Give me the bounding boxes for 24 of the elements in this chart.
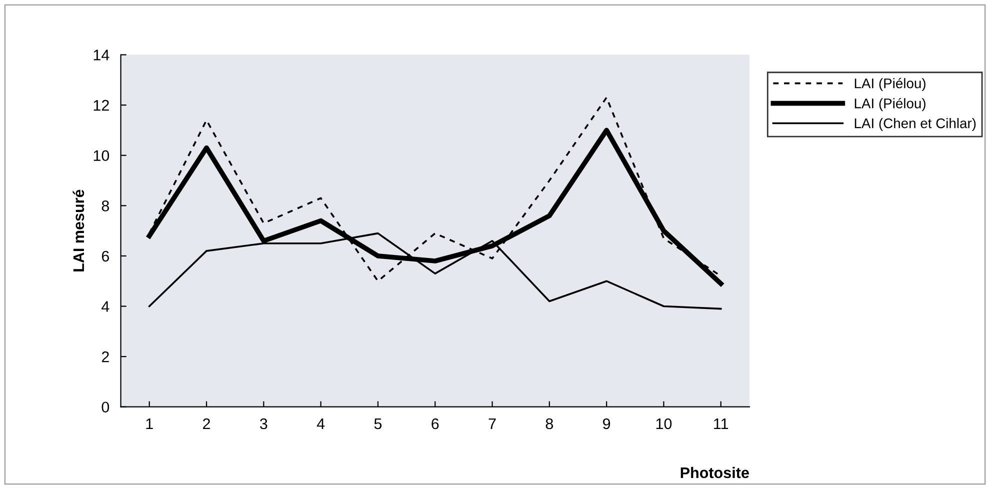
- x-tick-label: 11: [714, 418, 728, 430]
- y-tick-label: 8: [102, 200, 110, 212]
- x-axis-title: Photosite: [680, 466, 749, 478]
- y-tick-label: 2: [102, 351, 109, 362]
- y-axis-title: LAI mesuré: [72, 190, 84, 272]
- x-tick-label: 5: [374, 418, 382, 430]
- y-tick-label: 0: [102, 402, 110, 413]
- y-tick-label: 14: [94, 50, 110, 60]
- y-tick-label: 4: [102, 301, 110, 312]
- x-tick-label: 9: [603, 418, 610, 430]
- x-tick-label: 4: [316, 418, 325, 430]
- y-tick-label: 6: [102, 250, 109, 262]
- x-tick-label: 10: [656, 418, 672, 430]
- x-tick-label: 2: [203, 418, 210, 430]
- y-tick-label: 12: [94, 100, 109, 111]
- x-tick-label: 6: [432, 418, 439, 430]
- legend-label: LAI (Chen et Cihlar): [854, 118, 976, 131]
- y-tick-label: 10: [94, 150, 110, 162]
- x-tick-label: 1: [146, 418, 153, 430]
- legend-label: LAI (Piélou): [854, 78, 926, 92]
- x-tick-label: 3: [260, 418, 268, 430]
- legend-label: LAI (Piélou): [854, 98, 926, 112]
- x-tick-label: 8: [546, 418, 553, 430]
- x-tick-label: 7: [488, 418, 496, 430]
